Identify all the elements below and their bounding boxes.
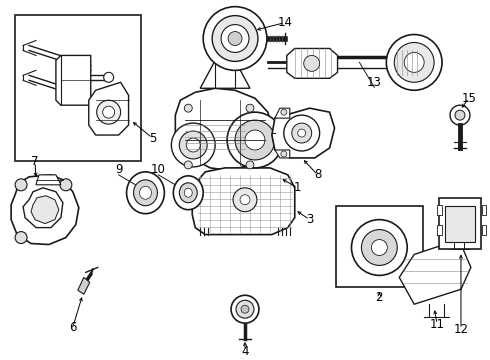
Circle shape <box>235 120 275 160</box>
Bar <box>439 198 481 249</box>
Ellipse shape <box>140 186 151 199</box>
Text: 9: 9 <box>115 163 122 176</box>
Circle shape <box>246 161 254 169</box>
Circle shape <box>104 72 114 82</box>
Circle shape <box>371 239 387 256</box>
Text: 6: 6 <box>69 321 76 334</box>
Circle shape <box>60 179 72 191</box>
Circle shape <box>227 112 283 168</box>
Polygon shape <box>399 239 471 304</box>
Polygon shape <box>272 108 335 158</box>
Text: 1: 1 <box>294 181 301 194</box>
Polygon shape <box>11 175 79 244</box>
Polygon shape <box>200 60 250 88</box>
Circle shape <box>236 300 254 318</box>
Polygon shape <box>192 168 295 235</box>
Circle shape <box>245 130 265 150</box>
Circle shape <box>404 53 424 72</box>
Polygon shape <box>287 49 338 78</box>
Ellipse shape <box>134 180 157 206</box>
Circle shape <box>455 110 465 120</box>
Circle shape <box>15 231 27 243</box>
Bar <box>482 205 486 215</box>
Circle shape <box>386 35 442 90</box>
Ellipse shape <box>179 183 197 203</box>
Text: 12: 12 <box>453 323 468 336</box>
Text: 3: 3 <box>306 213 314 226</box>
Circle shape <box>281 109 287 115</box>
Circle shape <box>203 7 267 70</box>
Circle shape <box>241 305 249 313</box>
Text: 4: 4 <box>241 345 249 357</box>
Circle shape <box>298 129 306 137</box>
Bar <box>437 225 442 235</box>
Circle shape <box>231 295 259 323</box>
Polygon shape <box>23 188 63 228</box>
Bar <box>15 15 141 161</box>
Bar <box>445 206 475 242</box>
Bar <box>437 205 442 215</box>
Ellipse shape <box>126 172 164 214</box>
Polygon shape <box>89 82 128 135</box>
Circle shape <box>228 32 242 45</box>
Ellipse shape <box>184 188 192 197</box>
Circle shape <box>450 105 470 125</box>
Text: 7: 7 <box>31 156 39 168</box>
Polygon shape <box>56 55 91 105</box>
Text: 8: 8 <box>314 168 321 181</box>
Polygon shape <box>275 108 290 118</box>
Circle shape <box>186 138 200 152</box>
Circle shape <box>284 115 319 151</box>
Circle shape <box>292 123 312 143</box>
Circle shape <box>362 230 397 265</box>
Ellipse shape <box>173 176 203 210</box>
Circle shape <box>233 188 257 212</box>
Bar <box>336 206 423 287</box>
Circle shape <box>246 104 254 112</box>
Text: 11: 11 <box>430 318 444 330</box>
Circle shape <box>103 106 115 118</box>
Circle shape <box>15 179 27 191</box>
Polygon shape <box>78 277 90 294</box>
Circle shape <box>240 195 250 205</box>
Circle shape <box>304 55 319 71</box>
Text: 13: 13 <box>367 76 382 89</box>
Circle shape <box>172 123 215 167</box>
Text: 14: 14 <box>277 16 293 29</box>
Circle shape <box>184 104 192 112</box>
Polygon shape <box>394 44 442 80</box>
Circle shape <box>97 100 121 124</box>
Circle shape <box>212 15 258 62</box>
Circle shape <box>184 161 192 169</box>
Text: 2: 2 <box>376 291 383 304</box>
Circle shape <box>394 42 434 82</box>
Circle shape <box>281 151 287 157</box>
Polygon shape <box>36 175 61 185</box>
Text: 5: 5 <box>149 131 156 144</box>
Text: 15: 15 <box>462 92 476 105</box>
Polygon shape <box>31 196 59 224</box>
Circle shape <box>221 24 249 53</box>
Circle shape <box>351 220 407 275</box>
Bar <box>482 225 486 235</box>
Polygon shape <box>275 150 290 158</box>
Text: 10: 10 <box>151 163 166 176</box>
Circle shape <box>179 131 207 159</box>
Polygon shape <box>175 88 272 170</box>
